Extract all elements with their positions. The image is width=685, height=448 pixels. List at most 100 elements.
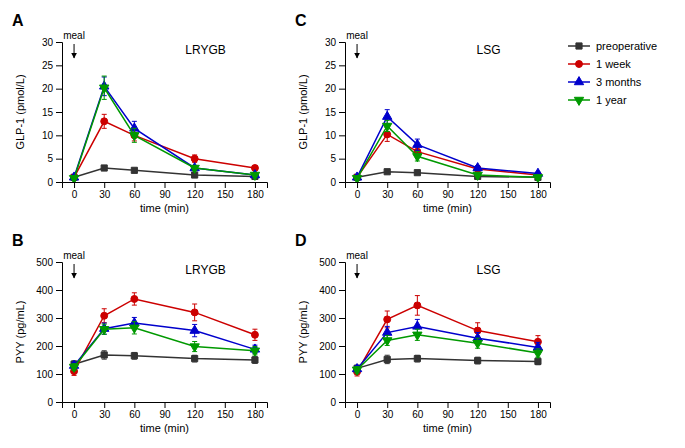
y-axis-title: PYY (pg/mL): [14, 301, 26, 364]
x-tick-label: 120: [470, 409, 487, 420]
y-tick-label: 20: [325, 83, 337, 94]
x-axis-line: [346, 403, 551, 409]
x-axis-title: time (min): [423, 422, 472, 434]
error-bar: [132, 293, 137, 305]
error-bar: [252, 357, 257, 364]
point: [383, 338, 392, 346]
x-tick-mark: [417, 402, 418, 408]
x-tick: 0: [72, 182, 78, 200]
x-tick-mark: [478, 182, 479, 188]
y-tick-label: 10: [42, 130, 54, 141]
point: [191, 155, 198, 162]
x-tick: 150: [217, 182, 234, 200]
x-tick: 60: [129, 182, 141, 200]
error-bar: [102, 309, 107, 323]
point: [383, 327, 392, 335]
y-tick-label: 30: [325, 37, 337, 48]
y-tick-label: 5: [330, 153, 336, 164]
x-tick-mark: [195, 182, 196, 188]
x-tick: 90: [159, 402, 171, 420]
x-tick: 150: [217, 402, 234, 420]
x-tick: 30: [99, 182, 111, 200]
legend-marker: [574, 77, 583, 85]
chart-root: 0306090120150180051015202530time (min)GL…: [0, 0, 685, 448]
y-tick-label: 400: [36, 285, 53, 296]
y-tick: 0: [330, 177, 345, 188]
y-tick: 30: [325, 37, 345, 48]
y-tick-label: 10: [325, 130, 337, 141]
x-tick-label: 120: [470, 189, 487, 200]
error-bar: [415, 355, 420, 362]
legend-marker: [574, 97, 583, 105]
y-tick-label: 0: [330, 177, 336, 188]
series-line: [357, 326, 538, 369]
x-axis-title: time (min): [423, 202, 472, 214]
y-tick: 15: [325, 107, 345, 118]
point: [473, 172, 482, 180]
x-tick-label: 30: [382, 189, 394, 200]
y-tick: 20: [42, 83, 62, 94]
series-line: [357, 117, 538, 178]
y-tick: 500: [319, 257, 345, 268]
x-tick-mark: [387, 402, 388, 408]
x-tick-label: 60: [129, 409, 141, 420]
point: [250, 172, 259, 180]
y-tick: 200: [36, 341, 62, 352]
error-bar: [102, 166, 107, 171]
point: [414, 302, 421, 309]
point: [414, 356, 420, 362]
y-tick-mark: [56, 374, 62, 375]
x-tick-mark: [165, 402, 166, 408]
point: [190, 165, 199, 173]
x-tick-mark: [255, 182, 256, 188]
x-tick-mark: [74, 182, 75, 188]
y-tick-mark: [56, 318, 62, 319]
x-tick-label: 60: [412, 409, 424, 420]
y-tick-label: 15: [325, 107, 337, 118]
error-bar: [415, 296, 420, 316]
y-tick-label: 0: [330, 397, 336, 408]
series: [352, 319, 542, 372]
point: [101, 312, 108, 319]
y-tick: 25: [325, 60, 345, 71]
x-tick-label: 180: [530, 189, 547, 200]
x-tick: 30: [382, 182, 394, 200]
x-tick-mark: [448, 402, 449, 408]
x-tick: 30: [99, 402, 111, 420]
point: [413, 321, 422, 329]
y-tick-mark: [56, 346, 62, 347]
point: [414, 170, 420, 176]
y-tick-label: 30: [42, 37, 54, 48]
legend-item: preoperative: [568, 40, 657, 52]
point: [190, 344, 199, 352]
x-tick-label: 30: [382, 409, 394, 420]
error-bar: [132, 352, 137, 359]
point: [130, 133, 139, 141]
x-tick-label: 180: [530, 409, 547, 420]
y-tick: 0: [330, 397, 345, 408]
series: [354, 169, 541, 181]
x-tick: 180: [247, 402, 264, 420]
point: [383, 111, 392, 119]
x-tick-mark: [104, 402, 105, 408]
panel-title: LSG: [476, 43, 500, 57]
annotation: meal: [63, 30, 85, 41]
series: [352, 329, 542, 375]
y-tick-mark: [339, 402, 345, 403]
point: [475, 357, 481, 363]
x-tick-mark: [448, 182, 449, 188]
x-tick-label: 90: [442, 189, 454, 200]
x-tick-mark: [225, 402, 226, 408]
panel-label: D: [295, 232, 307, 249]
legend: preoperative1 week3 months1 year: [568, 40, 657, 106]
point: [473, 163, 482, 171]
y-tick: 10: [42, 130, 62, 141]
y-tick-mark: [339, 318, 345, 319]
series: [71, 293, 259, 376]
y-axis: 0100200300400500: [319, 257, 345, 408]
point: [131, 167, 137, 173]
y-axis: 0 5 10 15 20 25 30: [325, 37, 346, 188]
panel: 03060901201501800100200300400500time (mi…: [12, 232, 268, 434]
annotation-arrow: [74, 264, 75, 278]
y-axis-line: [339, 263, 346, 403]
